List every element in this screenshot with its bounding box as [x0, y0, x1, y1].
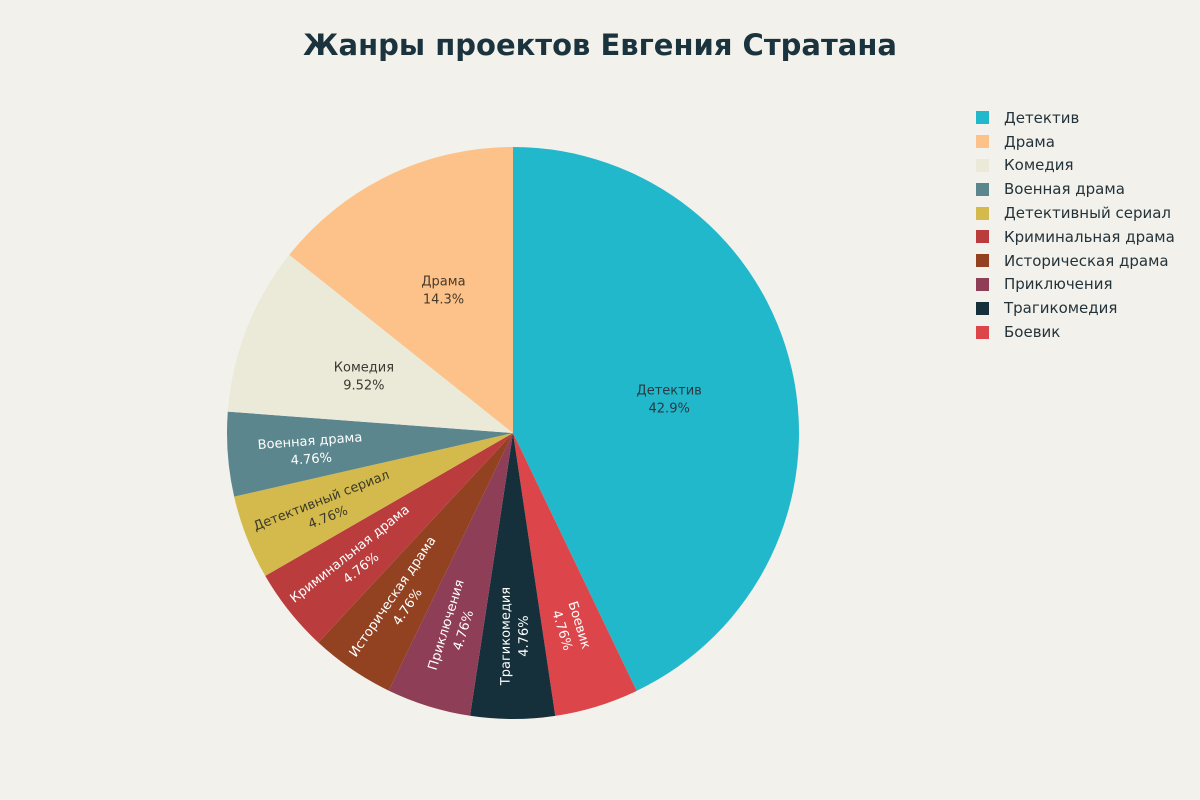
- legend-label: Криминальная драма: [1004, 227, 1175, 246]
- legend-swatch: [976, 206, 989, 220]
- legend-item-трагикомедия[interactable]: Трагикомедия: [976, 296, 1175, 320]
- legend-label: Драма: [1004, 132, 1055, 151]
- slice-value-label: 4.76%: [517, 615, 532, 656]
- slice-name-label: Драма: [421, 275, 465, 290]
- legend-label: Боевик: [1004, 323, 1061, 342]
- legend-swatch: [976, 135, 989, 149]
- legend-swatch: [976, 182, 989, 196]
- legend-swatch: [976, 301, 989, 315]
- pie-slice-0: [513, 147, 799, 691]
- legend-swatch: [976, 254, 989, 268]
- legend-label: Историческая драма: [1004, 251, 1169, 270]
- legend-item-историческая-драма[interactable]: Историческая драма: [976, 249, 1175, 273]
- slice-label-9: Драма 14.3%: [421, 275, 465, 308]
- legend-swatch: [976, 158, 989, 172]
- slice-value-label: 4.76%: [290, 451, 332, 469]
- legend-item-комедия[interactable]: Комедия: [976, 154, 1175, 178]
- legend-label: Детектив: [1004, 108, 1080, 127]
- legend-label: Приключения: [1004, 275, 1113, 294]
- slice-label-8: Комедия 9.52%: [334, 361, 394, 394]
- pie-slice-6: [234, 433, 514, 576]
- legend-label: Трагикомедия: [1004, 299, 1118, 318]
- slice-value-label: 42.9%: [649, 401, 690, 416]
- legend-label: Комедия: [1004, 156, 1074, 175]
- pie-slice-8: [227, 254, 513, 433]
- legend-swatch: [976, 325, 989, 339]
- legend-item-боевик[interactable]: Боевик: [976, 320, 1175, 344]
- pie-slice-7: [227, 411, 513, 497]
- legend-item-военная-драма[interactable]: Военная драма: [976, 177, 1175, 201]
- legend-swatch: [976, 277, 989, 291]
- chart-title: Жанры проектов Евгения Стратана: [303, 28, 897, 62]
- legend-item-приключения[interactable]: Приключения: [976, 273, 1175, 297]
- slice-label-2: Трагикомедия 4.76%: [499, 587, 532, 686]
- legend-item-детектив[interactable]: Детектив: [976, 106, 1175, 130]
- legend-label: Детективный сериал: [1004, 204, 1171, 223]
- pie-slice-4: [318, 433, 513, 691]
- legend-swatch: [976, 111, 989, 125]
- legend-item-детективный-сериал[interactable]: Детективный сериал: [976, 201, 1175, 225]
- legend-item-драма[interactable]: Драма: [976, 130, 1175, 154]
- pie-slice-9: [289, 147, 513, 433]
- legend-item-криминальная-драма[interactable]: Криминальная драма: [976, 225, 1175, 249]
- pie-slice-2: [470, 433, 556, 720]
- pie-slice-3: [388, 433, 513, 716]
- legend-swatch: [976, 230, 989, 244]
- slice-value-label: 14.3%: [423, 293, 464, 308]
- legend: Детектив Драма Комедия Военная драма Детекти…: [976, 106, 1175, 344]
- slice-name-label: Детектив: [637, 383, 702, 398]
- slice-value-label: 9.52%: [343, 379, 384, 394]
- pie-slice-1: [513, 433, 637, 716]
- legend-label: Военная драма: [1004, 180, 1125, 199]
- slice-name-label: Комедия: [334, 361, 394, 376]
- pie-slice-5: [265, 433, 513, 643]
- slice-name-label: Трагикомедия: [499, 587, 514, 686]
- slice-label-0: Детектив 42.9%: [637, 383, 702, 416]
